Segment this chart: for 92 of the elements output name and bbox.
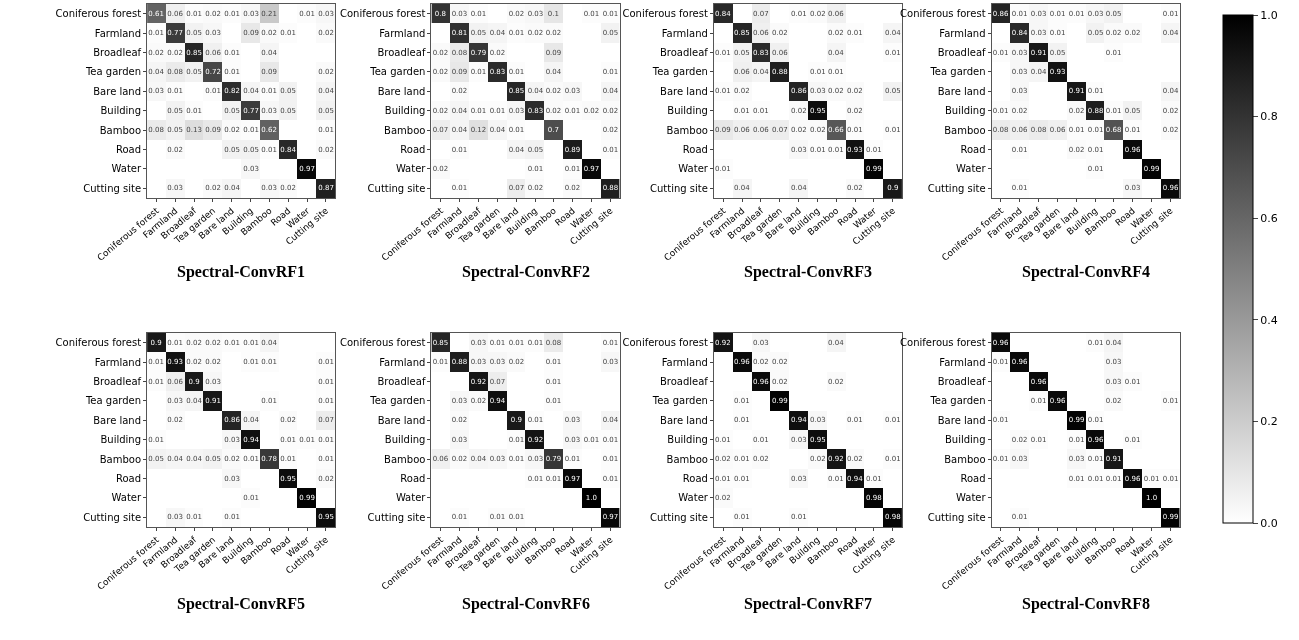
y-tick-label: Tea garden [651,395,708,407]
y-tick-label: Bamboo [944,124,986,136]
y-tick-label: Bare land [377,414,426,426]
color-bar-label: 0.6 [1260,212,1278,226]
y-tick-label: Water [395,163,427,175]
y-tick-label: Farmland [94,356,142,368]
y-tick-label: Water [395,492,427,504]
y-tick-label: Bare land [93,85,142,97]
y-tick-label: Water [678,492,709,504]
y-tick-label: Farmland [661,27,708,39]
y-tick-label: Coniferous forest [340,8,426,20]
y-tick-label: Bare land [93,414,142,426]
y-tick-label: Road [115,144,142,155]
y-tick-label: Building [944,105,986,117]
y-tick-label: Tea garden [929,66,986,78]
y-tick-label: Bare land [937,85,986,97]
text: Spectral-ConvRF6 [462,595,590,613]
text: Spectral-ConvRF8 [1022,595,1150,613]
y-tick-label: Building [667,105,708,117]
y-tick-label: Cutting site [927,182,986,194]
text: Spectral-ConvRF7 [744,595,872,613]
y-tick-label: Farmland [661,356,708,368]
y-tick-label: Bare land [660,85,708,97]
y-tick-label: Cutting site [650,182,708,194]
color-bar-label: 0.4 [1260,313,1278,327]
y-tick-label: Cutting site [367,182,426,194]
text: Spectral-ConvRF3 [744,263,872,281]
y-tick-label: Cutting site [83,511,142,523]
color-bar-label: 0.0 [1260,516,1278,530]
y-tick-label: Tea garden [369,395,426,407]
y-tick-label: Tea garden [929,395,986,407]
y-tick-label: Broadleaf [937,47,987,58]
y-tick-label: Broadleaf [937,376,987,387]
y-tick-label: Road [960,473,986,484]
y-tick-label: Bare land [377,85,426,97]
y-tick-label: Broadleaf [659,376,709,387]
y-tick-label: Broadleaf [93,47,142,58]
y-tick-label: Coniferous forest [340,337,426,349]
y-tick-label: Bamboo [99,453,142,465]
y-tick-label: Broadleaf [377,47,426,58]
y-tick-label: Cutting site [650,511,708,523]
y-tick-label: Building [100,434,142,446]
y-tick-label: Farmland [94,27,142,39]
y-tick-label: Broadleaf [93,376,142,387]
y-tick-label: Road [682,473,708,484]
color-bar-label: 1.0 [1260,8,1278,22]
y-tick-label: Broadleaf [377,376,426,387]
y-tick-label: Farmland [379,27,426,39]
y-tick-label: Cutting site [927,511,986,523]
y-tick-label: Water [678,163,709,175]
y-tick-label: Coniferous forest [55,8,142,20]
y-tick-label: Cutting site [83,182,142,194]
y-tick-label: Water [956,492,987,504]
text: Spectral-ConvRF5 [177,595,305,613]
y-tick-label: Coniferous forest [55,337,142,349]
y-tick-label: Building [667,434,708,446]
y-tick-label: Water [111,492,142,504]
color-bar-label: 0.8 [1260,110,1278,124]
y-tick-label: Bamboo [99,124,142,136]
y-tick-label: Road [400,473,426,484]
y-tick-label: Coniferous forest [622,8,708,20]
y-tick-label: Bamboo [666,124,708,136]
y-tick-label: Tea garden [84,66,142,78]
y-tick-label: Building [944,434,986,446]
y-tick-label: Bamboo [944,453,986,465]
y-tick-label: Building [384,434,426,446]
y-tick-label: Bamboo [666,453,708,465]
y-tick-label: Tea garden [369,66,426,78]
y-tick-label: Road [682,144,708,155]
color-bar-label: 0.2 [1260,415,1278,429]
y-tick-label: Building [100,105,142,117]
y-tick-label: Water [111,163,142,175]
y-tick-label: Road [115,473,142,484]
y-tick-label: Tea garden [84,395,142,407]
y-tick-label: Farmland [379,356,426,368]
y-tick-label: Bamboo [384,124,426,136]
y-tick-label: Cutting site [367,511,426,523]
y-tick-label: Bamboo [384,453,426,465]
y-tick-label: Road [400,144,426,155]
y-tick-label: Coniferous forest [622,337,708,349]
y-tick-label: Bare land [937,414,986,426]
y-tick-label: Road [960,144,986,155]
y-tick-label: Farmland [939,27,986,39]
text: Spectral-ConvRF1 [177,263,305,281]
y-tick-label: Building [384,105,426,117]
y-tick-label: Bare land [660,414,708,426]
y-tick-label: Water [956,163,987,175]
y-tick-label: Broadleaf [659,47,709,58]
text: Spectral-ConvRF2 [462,263,590,281]
y-tick-label: Tea garden [651,66,708,78]
y-tick-label: Farmland [939,356,986,368]
text: Spectral-ConvRF4 [1022,263,1150,281]
